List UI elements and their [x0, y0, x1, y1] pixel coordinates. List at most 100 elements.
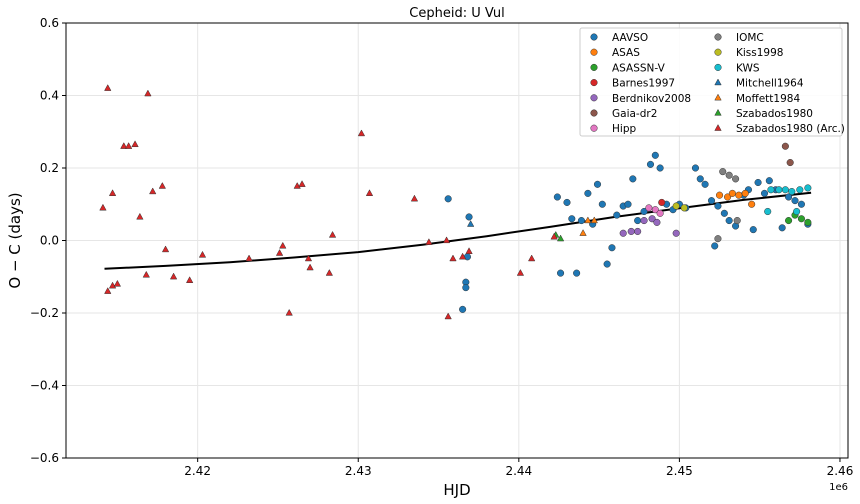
data-points — [99, 84, 812, 320]
legend-label: Berdnikov2008 — [612, 93, 691, 105]
data-point — [442, 236, 451, 244]
legend-marker — [714, 93, 722, 101]
legend-label: Szabados1980 (Arc.) — [736, 123, 845, 135]
data-point — [579, 229, 587, 236]
chart-title: Cepheid: U Vul — [409, 6, 504, 21]
data-point — [796, 186, 804, 194]
data-point — [462, 284, 470, 292]
y-tick-label: 0.0 — [40, 234, 59, 248]
data-point — [781, 186, 789, 194]
y-tick-label: 0.2 — [40, 161, 59, 175]
legend-marker — [714, 108, 722, 116]
data-point — [99, 203, 107, 211]
legend-entry: Mitchell1964 — [714, 78, 804, 90]
data-point — [778, 224, 786, 232]
series-barnes1997 — [658, 198, 666, 206]
data-point — [797, 200, 805, 208]
data-point — [613, 211, 621, 219]
legend-label: ASAS — [612, 47, 640, 59]
series-asassn-v — [785, 211, 812, 226]
x-tick-label: 2.45 — [666, 464, 693, 478]
data-point — [640, 207, 648, 216]
data-point — [325, 269, 334, 276]
data-point — [627, 227, 635, 235]
data-point — [728, 189, 736, 197]
data-point — [568, 215, 576, 223]
legend-label: IOMC — [736, 32, 764, 44]
data-point — [556, 234, 565, 242]
series-berdnikov2008 — [619, 215, 680, 237]
series-gaia-dr2 — [781, 142, 794, 167]
data-point — [108, 189, 117, 196]
legend-label: Szabados1980 — [736, 108, 813, 120]
data-point — [573, 269, 581, 277]
legend-label: ASASSN-V — [612, 62, 666, 74]
data-point — [714, 235, 722, 243]
legend-marker — [714, 63, 722, 71]
fit-line — [104, 191, 812, 270]
data-point — [656, 164, 664, 172]
data-point — [793, 207, 801, 216]
data-point — [584, 189, 592, 197]
data-point — [104, 84, 112, 91]
data-point — [458, 252, 467, 260]
legend-marker — [714, 78, 722, 86]
data-point — [725, 217, 733, 225]
data-point — [144, 89, 152, 97]
legend-entry: ASAS — [590, 47, 640, 59]
data-point — [754, 178, 762, 187]
y-axis-title: O − C (days) — [6, 192, 24, 288]
data-point — [198, 250, 207, 258]
data-point — [785, 193, 793, 201]
data-point — [293, 182, 301, 189]
data-point — [563, 198, 571, 206]
data-point — [136, 212, 144, 220]
legend-entry: Moffett1984 — [714, 93, 800, 105]
series-kiss1998 — [672, 202, 688, 212]
legend-label: Barnes1997 — [612, 78, 675, 90]
data-point — [577, 217, 585, 225]
legend-label: Hipp — [612, 123, 636, 135]
x-tick-label: 2.44 — [505, 464, 532, 478]
legend-label: KWS — [736, 62, 760, 74]
series-kws — [764, 184, 812, 216]
data-point — [608, 244, 616, 252]
legend-entry: Hipp — [590, 123, 636, 135]
data-point — [767, 186, 775, 194]
data-point — [161, 245, 170, 253]
data-point — [149, 187, 157, 195]
x-tick-label: 2.42 — [184, 464, 211, 478]
data-point — [749, 226, 757, 234]
data-point — [328, 230, 337, 238]
data-point — [785, 217, 793, 225]
x-tick-label: 2.43 — [345, 464, 372, 478]
data-point — [748, 200, 756, 208]
data-point — [466, 220, 475, 227]
data-point — [719, 168, 727, 176]
y-tick-label: −0.2 — [30, 306, 59, 320]
data-point — [651, 151, 659, 159]
legend-marker — [590, 63, 598, 71]
data-point — [553, 193, 561, 201]
data-point — [169, 272, 178, 280]
data-point — [696, 175, 704, 183]
y-tick-label: −0.6 — [30, 451, 59, 465]
series-asas — [715, 189, 756, 208]
legend-entry: Szabados1980 — [714, 108, 813, 120]
series-mitchell1964 — [466, 220, 475, 227]
data-point — [285, 308, 293, 316]
data-point — [733, 217, 741, 225]
legend-entry: KWS — [714, 62, 760, 74]
data-point — [120, 142, 128, 149]
legend-marker — [714, 48, 722, 56]
data-point — [108, 281, 117, 289]
data-point — [465, 247, 473, 254]
data-point — [306, 263, 314, 271]
y-tick-label: −0.4 — [30, 379, 59, 393]
data-point — [449, 254, 457, 262]
legend-box — [579, 27, 843, 137]
data-point — [624, 200, 632, 208]
data-point — [444, 195, 452, 203]
data-point — [124, 142, 133, 149]
